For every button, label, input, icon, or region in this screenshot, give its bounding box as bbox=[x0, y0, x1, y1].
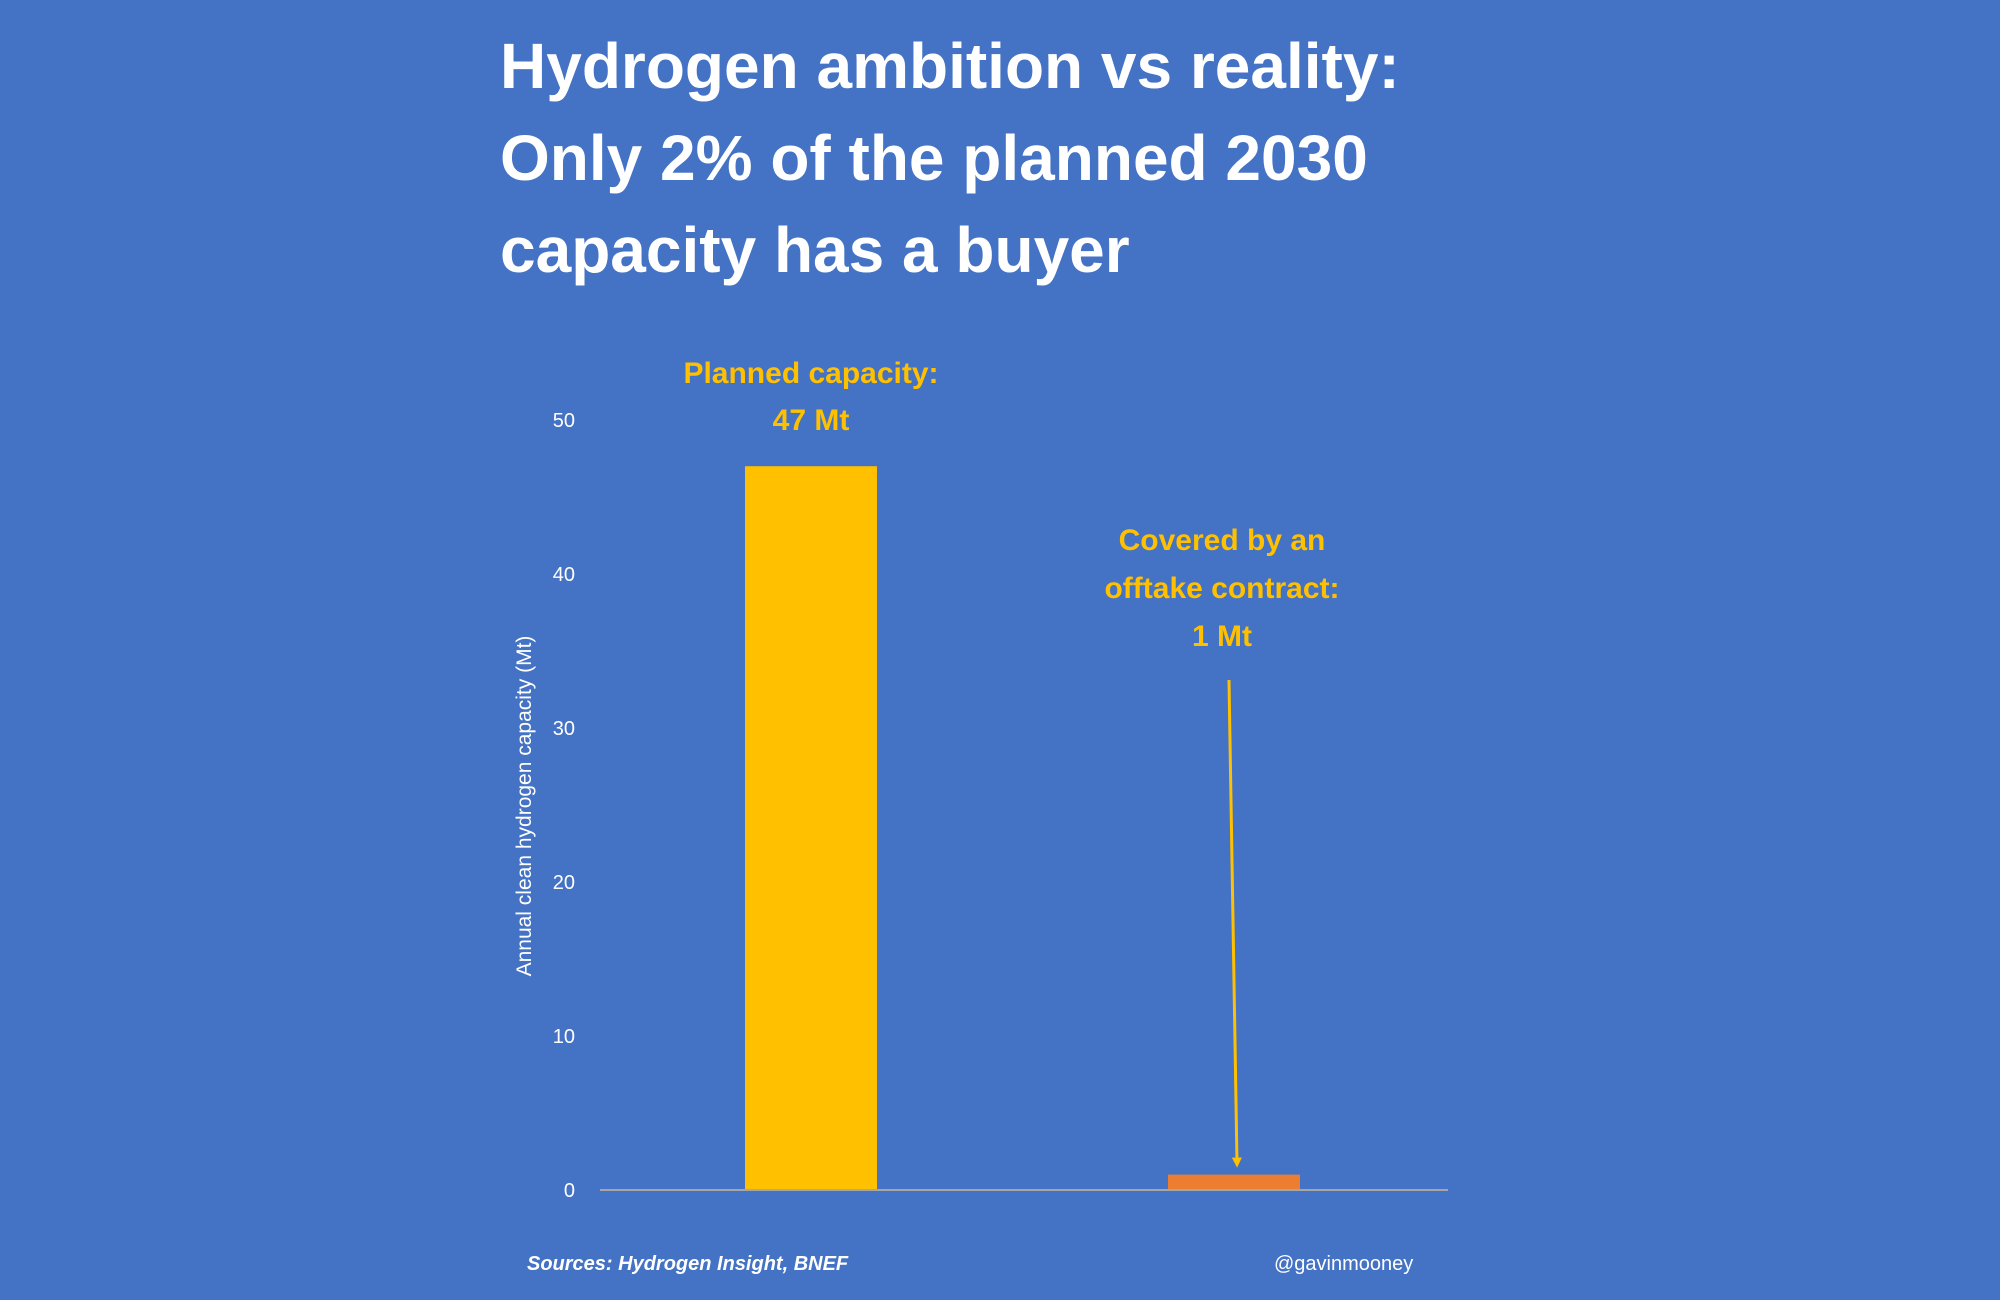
annotation-offtake-label: offtake contract: bbox=[1104, 572, 1339, 605]
bar bbox=[745, 466, 877, 1190]
y-tick-label: 50 bbox=[553, 410, 575, 432]
annotation-offtake-label: 1 Mt bbox=[1192, 620, 1252, 653]
bar bbox=[1168, 1174, 1300, 1190]
y-tick-label: 0 bbox=[564, 1180, 575, 1202]
title-line-2: Only 2% of the planned 2030 bbox=[500, 122, 1368, 194]
y-tick-label: 10 bbox=[553, 1026, 575, 1048]
y-tick-label: 20 bbox=[553, 872, 575, 894]
annotation-arrow bbox=[1227, 679, 1242, 1168]
annotation-planned-label: Planned capacity: bbox=[683, 357, 938, 390]
title-line-1: Hydrogen ambition vs reality: bbox=[500, 30, 1400, 102]
y-tick-label: 40 bbox=[553, 564, 575, 586]
title-line-3: capacity has a buyer bbox=[500, 214, 1130, 286]
y-tick-label: 30 bbox=[553, 718, 575, 740]
source-note: Sources: Hydrogen Insight, BNEF bbox=[527, 1253, 849, 1275]
annotation-offtake-label: Covered by an bbox=[1119, 524, 1326, 557]
author-handle: @gavinmooney bbox=[1274, 1253, 1414, 1275]
annotation-planned-label: 47 Mt bbox=[773, 404, 850, 437]
chart-title: Hydrogen ambition vs reality: Only 2% of… bbox=[500, 20, 1600, 296]
y-axis-label: Annual clean hydrogen capacity (Mt) bbox=[513, 636, 536, 977]
